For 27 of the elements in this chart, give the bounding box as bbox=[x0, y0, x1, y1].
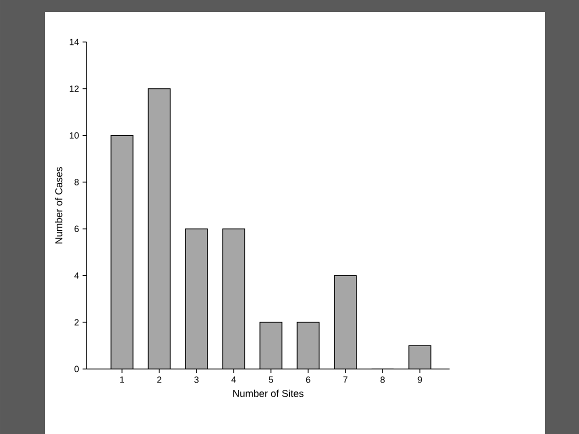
y-tick-label: 2 bbox=[74, 319, 79, 326]
bar bbox=[111, 135, 134, 369]
y-tick-label: 4 bbox=[74, 272, 79, 279]
x-tick-label: 2 bbox=[157, 376, 162, 383]
y-tick-label: 0 bbox=[74, 366, 79, 372]
x-tick-label: 4 bbox=[231, 376, 236, 383]
bar bbox=[185, 228, 208, 369]
bar bbox=[408, 345, 432, 369]
y-tick-label: 14 bbox=[70, 38, 79, 46]
x-tick-label: 6 bbox=[306, 376, 310, 383]
y-tick-label: 10 bbox=[70, 132, 79, 139]
x-tick-label: 8 bbox=[380, 376, 385, 383]
x-tick-label: 3 bbox=[194, 376, 199, 383]
bar bbox=[297, 322, 320, 369]
bar bbox=[260, 322, 282, 369]
bar bbox=[334, 276, 356, 369]
y-tick-label: 8 bbox=[74, 178, 79, 186]
x-tick-label: 9 bbox=[418, 376, 422, 383]
x-tick-label: 1 bbox=[120, 376, 124, 383]
y-tick-label: 12 bbox=[70, 86, 79, 92]
y-tick-label: 6 bbox=[74, 226, 79, 232]
bar bbox=[148, 88, 170, 369]
x-axis-title: Number of Sites bbox=[233, 390, 304, 398]
x-tick-label: 5 bbox=[268, 376, 274, 383]
bar bbox=[222, 228, 245, 369]
y-axis-title: Number of Cases bbox=[54, 167, 62, 244]
x-tick-label: 7 bbox=[343, 376, 348, 383]
